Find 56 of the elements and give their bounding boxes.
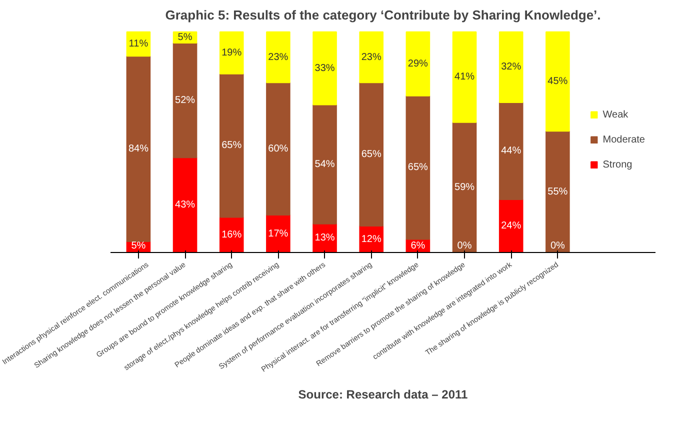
bar [498, 102, 524, 200]
bar [312, 104, 337, 224]
bar [406, 31, 430, 96]
data-label: 12% [361, 234, 382, 245]
data-label: 45% [548, 76, 568, 88]
bar [172, 157, 198, 252]
bar [406, 95, 430, 240]
bar [172, 42, 198, 158]
data-label: 0% [457, 240, 472, 252]
bar [546, 130, 570, 252]
bar [359, 82, 384, 227]
data-label: 59% [454, 182, 475, 193]
data-label: 65% [222, 140, 242, 152]
bar [266, 214, 290, 252]
data-label: 32% [501, 62, 522, 73]
data-label: 44% [501, 146, 522, 157]
data-label: 65% [361, 148, 382, 160]
data-label: 23% [268, 52, 288, 63]
data-label: 54% [314, 158, 335, 170]
bar [498, 31, 524, 103]
bar [359, 31, 384, 84]
source-note: Source: Research data – 2011 [298, 388, 468, 402]
data-label: 60% [268, 143, 288, 154]
data-label: 13% [314, 232, 335, 244]
data-label: 33% [314, 62, 335, 74]
bar [452, 122, 477, 252]
chart-title: Graphic 5: Results of the category ‘Contribute by Sharing Knowledge’. [165, 8, 601, 22]
data-label: 23% [361, 52, 382, 63]
bar [266, 31, 290, 84]
data-label: 29% [408, 58, 428, 70]
data-label: 84% [128, 143, 149, 154]
data-label: 19% [222, 47, 242, 58]
data-label: 43% [175, 200, 196, 211]
bar [312, 31, 337, 106]
legend-label: Moderate [602, 134, 645, 145]
legend-label: Strong [602, 159, 632, 170]
data-label: 55% [548, 186, 568, 198]
bar [452, 31, 477, 123]
data-label: 5% [131, 240, 146, 252]
legend-label: Weak [602, 109, 628, 120]
bar [126, 56, 151, 242]
data-label: 6% [410, 240, 426, 252]
bar [219, 73, 244, 218]
data-label: 11% [128, 38, 148, 50]
bar [546, 31, 570, 132]
data-label: 24% [501, 220, 522, 232]
bar [498, 199, 524, 252]
data-label: 65% [408, 162, 428, 174]
bar [266, 82, 290, 216]
data-label: 17% [268, 228, 288, 240]
data-label: 16% [222, 229, 242, 240]
data-label: 5% [178, 32, 192, 43]
data-label: 52% [175, 94, 196, 106]
data-label: 41% [454, 72, 475, 83]
bar [219, 31, 244, 74]
data-label: 0% [550, 240, 566, 252]
